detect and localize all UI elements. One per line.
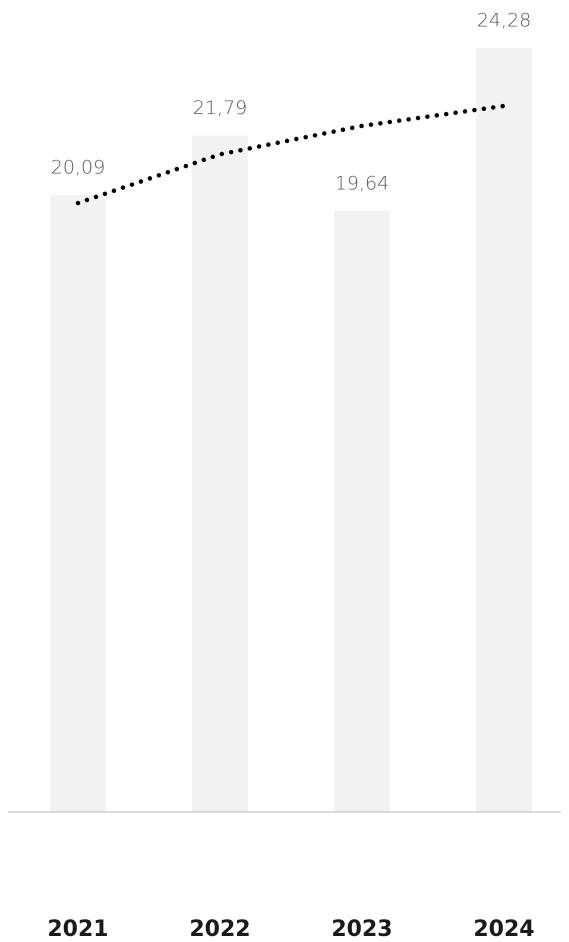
- x-tick-label: 2022: [189, 917, 250, 942]
- bar: [50, 195, 106, 812]
- bar: [476, 48, 532, 813]
- x-tick-label: 2023: [331, 917, 392, 942]
- value-label: 21,79: [193, 97, 247, 119]
- x-tick-label: 2024: [473, 917, 534, 942]
- value-label: 20,09: [51, 157, 105, 179]
- x-tick-label: 2021: [47, 917, 108, 942]
- value-label: 19,64: [335, 172, 389, 194]
- bar: [334, 210, 390, 812]
- bar: [192, 135, 248, 813]
- trendline: [75, 103, 507, 206]
- value-label: 24,28: [477, 10, 531, 32]
